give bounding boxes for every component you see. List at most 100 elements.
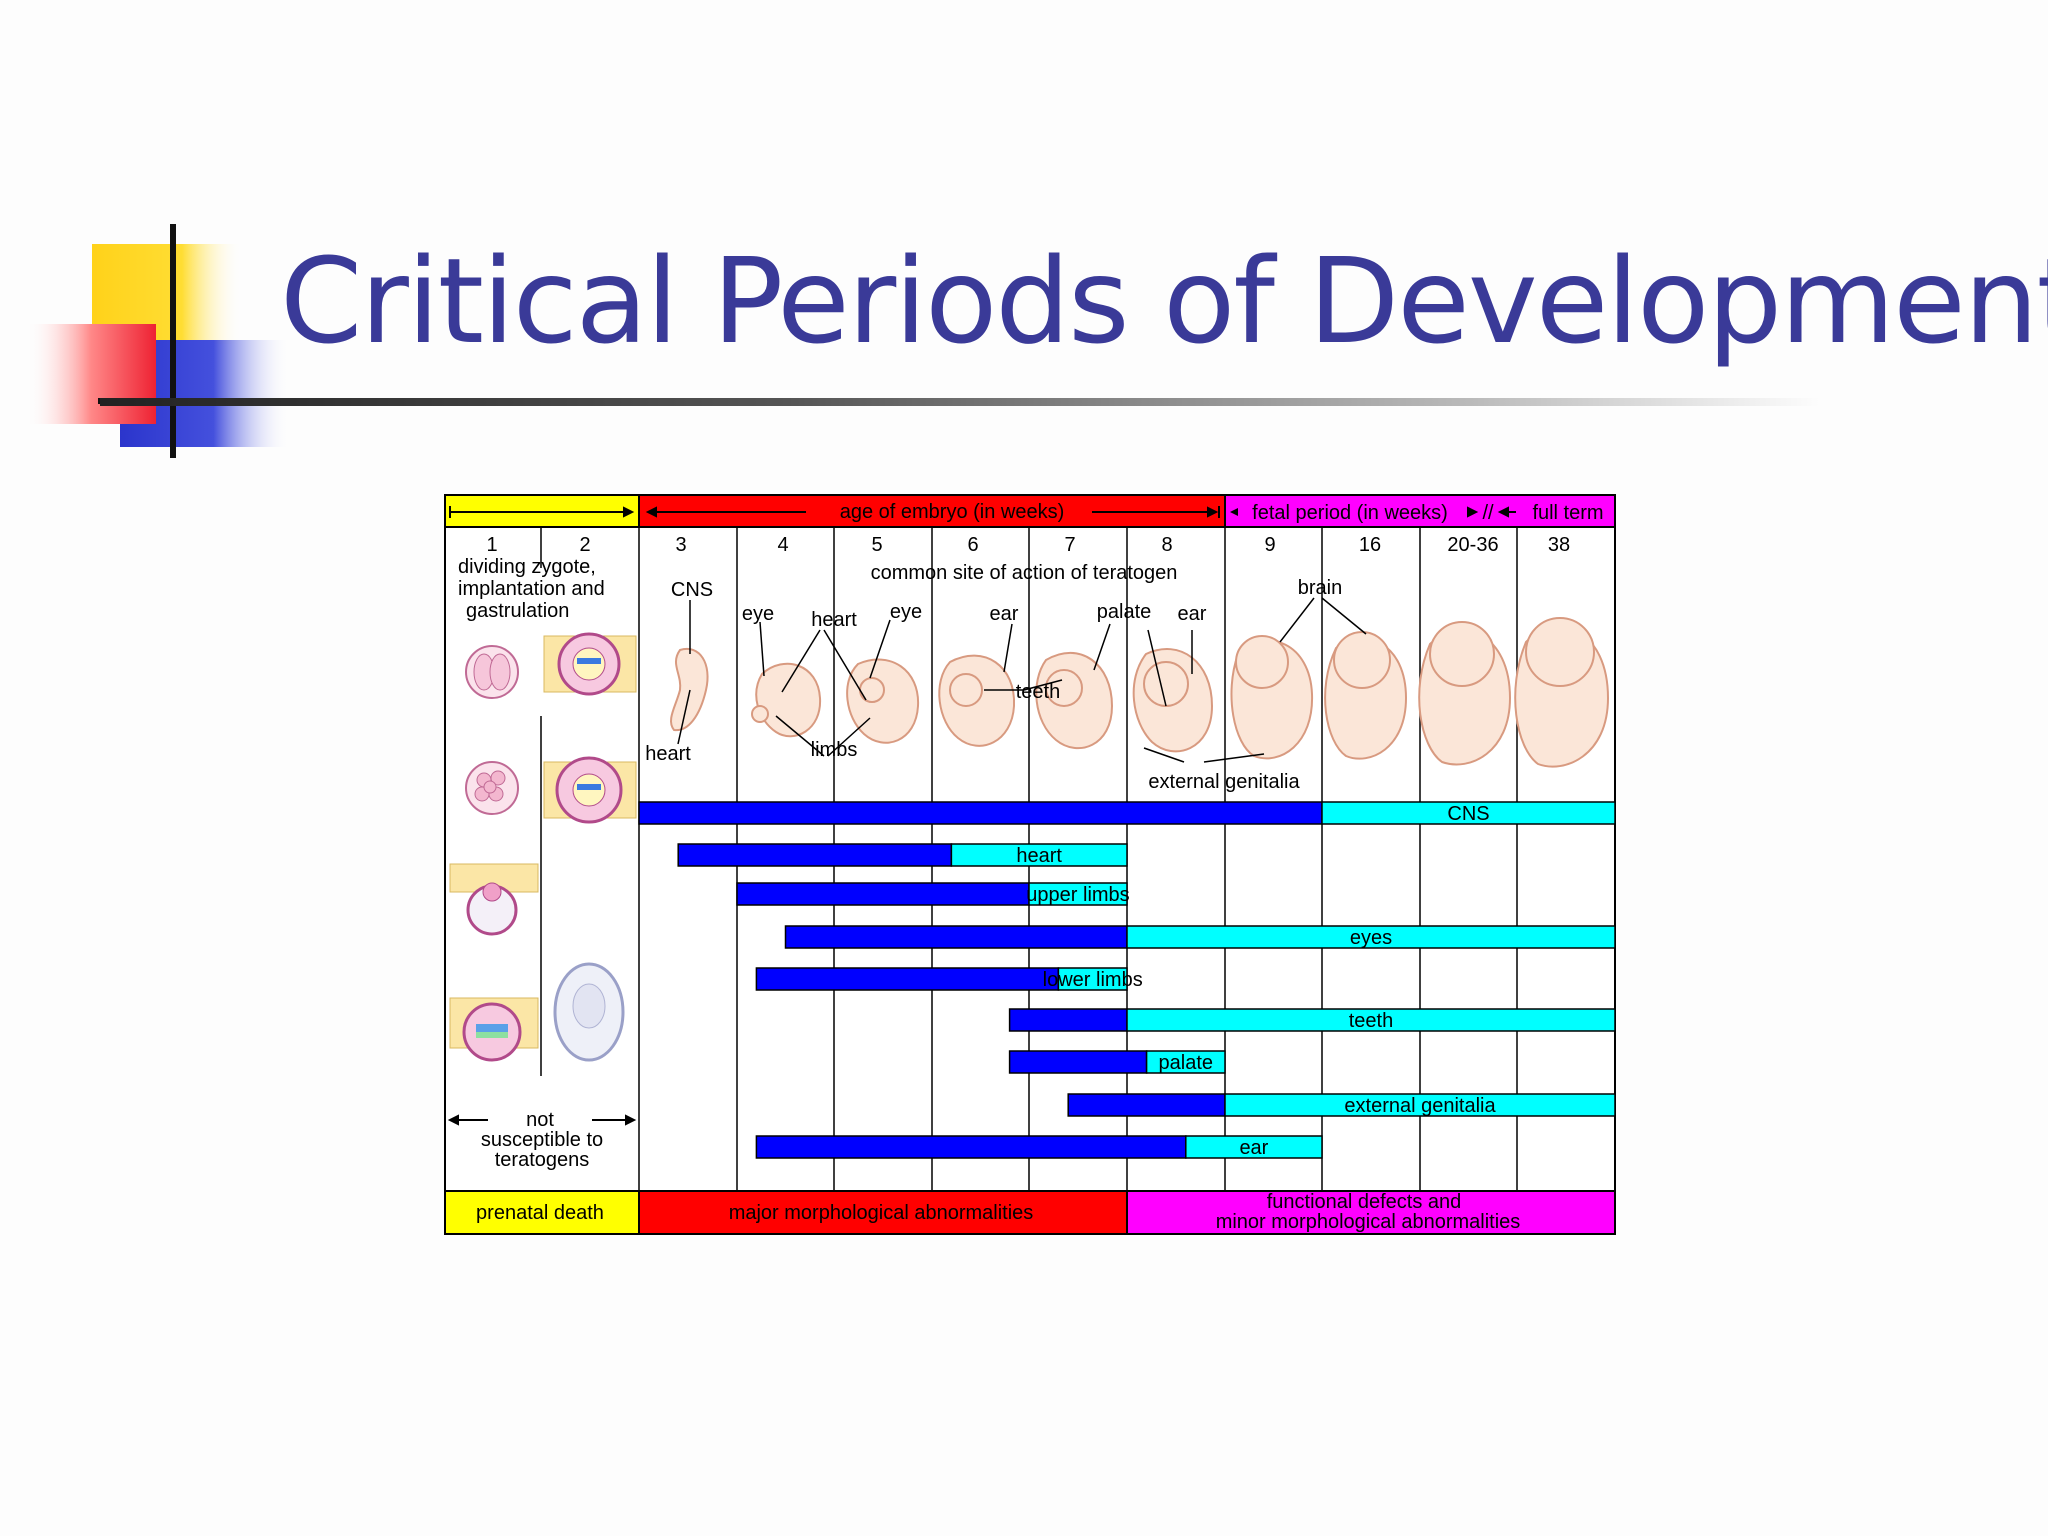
week-label: 16 <box>1359 534 1381 556</box>
footer-band-magenta <box>1126 1190 1616 1235</box>
fetus-week9 <box>1230 635 1314 760</box>
early-stage-line: implantation and <box>458 578 605 600</box>
common-site-label: common site of action of teratogen <box>871 562 1178 584</box>
bar-highly-sensitive <box>784 925 1128 949</box>
label-cns: CNS <box>671 579 713 601</box>
week-label: 7 <box>1064 534 1075 556</box>
early-stage-line: dividing zygote, <box>458 556 596 578</box>
label-heart-week4: heart <box>811 609 857 631</box>
week-label: 6 <box>967 534 978 556</box>
bar-label: heart <box>1016 845 1062 867</box>
blastocyst-implanting <box>449 863 539 936</box>
bar-highly-sensitive <box>1067 1093 1226 1117</box>
label-pointers <box>677 597 1367 763</box>
embryo-week7 <box>1035 651 1114 750</box>
footer-functional-defects-line: functional defects and <box>1267 1191 1462 1213</box>
slide-title: Critical Periods of Development <box>280 232 2048 370</box>
label-palate: palate <box>1097 601 1152 623</box>
not-susceptible-line: teratogens <box>495 1149 590 1171</box>
title-underline <box>100 398 1820 406</box>
bar-label: eyes <box>1350 927 1392 949</box>
week-label: 4 <box>777 534 788 556</box>
label-ear-week8: ear <box>1178 603 1207 625</box>
early-stage-line: gastrulation <box>466 600 569 622</box>
implanted-embryo <box>449 997 539 1062</box>
bar-less-sensitive <box>1126 925 1616 949</box>
early-stage-label: dividing zygote, implantation and gastru… <box>458 556 605 622</box>
bar-highly-sensitive <box>1008 1008 1128 1032</box>
embryo-week6 <box>938 654 1016 747</box>
critical-periods-diagram: age of embryo (in weeks) fetal period (i… <box>444 494 1616 1235</box>
week-labels: 1 2 3 4 5 6 7 8 9 16 20-36 38 <box>486 534 1570 556</box>
zygote-morula <box>465 761 519 815</box>
bar-label: upper limbs <box>1026 884 1129 906</box>
illustration-labels: CNS heart eye heart eye limbs ear teeth … <box>645 577 1342 793</box>
bar-label: external genitalia <box>1344 1095 1496 1117</box>
label-external-genitalia: external genitalia <box>1148 771 1300 793</box>
slide-logo-decoration <box>26 224 298 458</box>
bar-less-sensitive <box>1145 1050 1226 1074</box>
gastrula-middle <box>543 756 637 824</box>
not-susceptible-line: not <box>526 1109 554 1131</box>
bar-highly-sensitive <box>1008 1050 1148 1074</box>
bar-label: ear <box>1239 1137 1268 1159</box>
label-eye-right: eye <box>890 601 922 623</box>
bar-less-sensitive <box>1321 801 1616 825</box>
label-limbs: limbs <box>811 739 858 761</box>
header-arrow-fetal <box>1230 508 1238 516</box>
footer-major-abnormalities: major morphological abnormalities <box>729 1202 1034 1224</box>
chorionic-sac <box>553 962 625 1062</box>
header-break-mark: // <box>1482 502 1494 524</box>
week-label: 9 <box>1264 534 1275 556</box>
header-band-magenta <box>1224 494 1616 528</box>
gastrula-top <box>543 632 637 696</box>
label-brain: brain <box>1298 577 1342 599</box>
bar-less-sensitive <box>1126 1008 1616 1032</box>
bar-less-sensitive <box>1185 1135 1323 1159</box>
label-teeth: teeth <box>1016 681 1060 703</box>
not-susceptible-arrow <box>447 1114 637 1126</box>
header-arrow-red <box>645 506 1220 518</box>
footer-functional-defects-line: minor morphological abnormalities <box>1216 1211 1521 1233</box>
week-label: 5 <box>871 534 882 556</box>
bar-label: lower limbs <box>1043 969 1143 991</box>
footer-band-yellow <box>444 1190 640 1235</box>
bar-less-sensitive <box>1224 1093 1616 1117</box>
week-label: 38 <box>1548 534 1570 556</box>
fetus-week20-36 <box>1418 621 1512 766</box>
week-label: 3 <box>675 534 686 556</box>
header-full-term: full term <box>1532 502 1603 524</box>
footer-prenatal-death: prenatal death <box>476 1202 604 1224</box>
zygote-illustrations <box>449 632 637 1062</box>
embryo-week3 <box>670 647 709 732</box>
bar-label: palate <box>1159 1052 1214 1074</box>
bar-highly-sensitive <box>677 843 953 867</box>
label-heart-week3: heart <box>645 743 691 765</box>
header-fetal-period: fetal period (in weeks) <box>1252 502 1448 524</box>
bar-label: CNS <box>1447 803 1489 825</box>
bar-highly-sensitive <box>736 882 1030 906</box>
header-embryo-age: age of embryo (in weeks) <box>840 501 1065 523</box>
label-eye-left: eye <box>742 603 774 625</box>
bar-less-sensitive <box>1028 882 1128 906</box>
bar-label: teeth <box>1349 1010 1393 1032</box>
bar-highly-sensitive <box>755 1135 1187 1159</box>
header-arrow-yellow <box>449 506 635 518</box>
bar-less-sensitive <box>950 843 1128 867</box>
week-label: 1 <box>486 534 497 556</box>
footer-band-red <box>638 1190 1128 1235</box>
fetus-week38 <box>1514 617 1610 768</box>
not-susceptible-line: susceptible to <box>481 1129 603 1151</box>
embryo-week4 <box>751 662 822 738</box>
week-label: 20-36 <box>1447 534 1498 556</box>
week-label: 2 <box>579 534 590 556</box>
embryo-week8 <box>1132 648 1214 753</box>
week-label: 8 <box>1161 534 1172 556</box>
bar-highly-sensitive <box>638 801 1323 825</box>
bar-less-sensitive <box>1057 967 1128 991</box>
label-ear-week6: ear <box>990 603 1019 625</box>
bar-highly-sensitive <box>755 967 1060 991</box>
fetus-week16 <box>1324 631 1408 760</box>
sensitivity-bars: CNS heart upper limbs eyes lower limbs teeth p… <box>638 801 1616 1159</box>
embryo-illustrations <box>670 617 1610 768</box>
